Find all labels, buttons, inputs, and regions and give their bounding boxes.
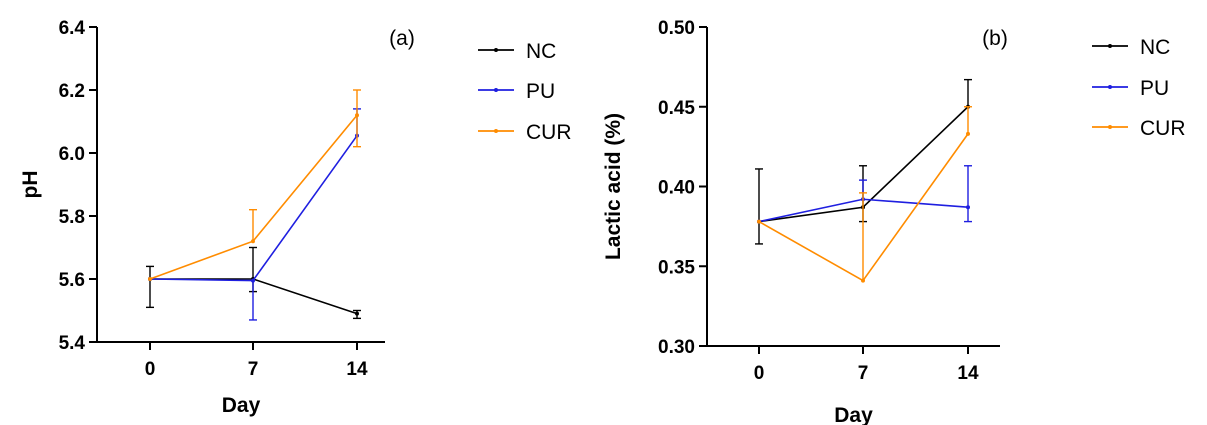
legend-label-nc: NC bbox=[526, 40, 556, 63]
legend-label-cur: CUR bbox=[1140, 117, 1186, 140]
y-tick-label: 0.50 bbox=[658, 18, 695, 39]
panel-label: (a) bbox=[389, 27, 415, 50]
x-axis-title: Day bbox=[222, 394, 261, 417]
legend-marker bbox=[494, 129, 498, 133]
data-point bbox=[251, 239, 255, 244]
y-tick-label: 5.8 bbox=[59, 207, 85, 228]
data-point bbox=[251, 278, 255, 283]
legend-label-pu: PU bbox=[526, 80, 555, 103]
y-axis-title: pH bbox=[19, 171, 42, 199]
legend-marker bbox=[494, 88, 498, 92]
legend-label-cur: CUR bbox=[526, 121, 572, 144]
legend-label-pu: PU bbox=[1140, 77, 1169, 100]
x-axis-title: Day bbox=[834, 404, 873, 425]
data-point bbox=[148, 277, 152, 281]
legend-marker bbox=[1108, 44, 1112, 48]
data-point bbox=[355, 113, 359, 118]
chart-panel-b: 0.30 0.35 0.40 0.45 0.50 0 7 14 Day Lactic acid (… bbox=[602, 18, 1186, 425]
series-cur bbox=[148, 89, 361, 281]
x-tick-label: 0 bbox=[145, 359, 156, 380]
legend-label-nc: NC bbox=[1140, 36, 1170, 59]
series-cur bbox=[757, 106, 972, 283]
y-tick-label: 0.45 bbox=[658, 98, 695, 119]
y-tick-label: 5.4 bbox=[59, 333, 86, 354]
x-tick-label: 14 bbox=[957, 363, 979, 384]
series-pu bbox=[148, 108, 361, 321]
chart-panel-a: 5.4 5.6 5.8 6.0 6.2 6.4 0 7 14 Day pH (a) NC PU CUR bbox=[19, 18, 572, 417]
x-tick-label: 7 bbox=[858, 363, 869, 384]
panel-label: (b) bbox=[982, 27, 1008, 50]
y-tick-label: 6.2 bbox=[59, 81, 85, 102]
data-point bbox=[757, 219, 761, 224]
y-axis-title: Lactic acid (%) bbox=[602, 113, 625, 260]
legend-marker bbox=[1108, 85, 1112, 89]
legend-marker bbox=[1108, 125, 1112, 129]
y-tick-label: 0.30 bbox=[658, 337, 695, 358]
x-tick-label: 14 bbox=[346, 359, 368, 380]
y-tick-label: 0.40 bbox=[658, 178, 695, 199]
data-point bbox=[861, 278, 865, 283]
data-point bbox=[966, 205, 970, 210]
x-tick-label: 0 bbox=[754, 363, 765, 384]
x-tick-label: 7 bbox=[248, 359, 259, 380]
legend-marker bbox=[494, 48, 498, 52]
y-tick-label: 5.6 bbox=[59, 270, 85, 291]
y-tick-label: 6.0 bbox=[59, 144, 85, 165]
y-tick-label: 0.35 bbox=[658, 257, 695, 278]
y-tick-label: 6.4 bbox=[59, 18, 86, 39]
data-point bbox=[966, 131, 970, 136]
data-point bbox=[355, 311, 359, 316]
